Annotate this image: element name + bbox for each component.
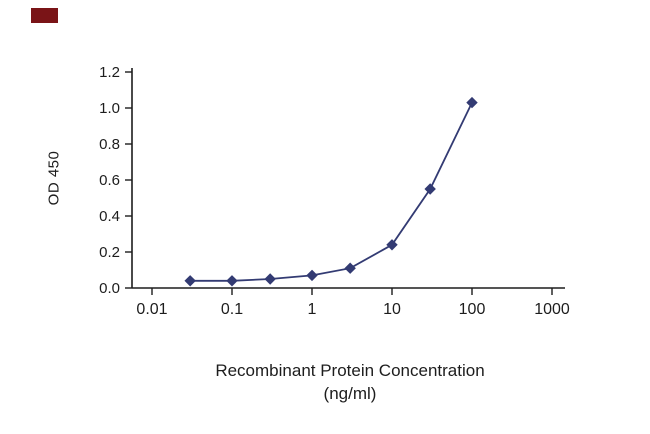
data-point-marker [386,239,398,251]
x-tick-label: 1 [308,301,317,318]
y-tick-label: 1.2 [99,64,120,81]
x-tick-label: 0.01 [136,301,167,318]
y-tick-label: 0.8 [99,136,120,153]
data-point-marker [424,183,436,195]
series-line [190,102,473,282]
data-point-marker [306,269,318,282]
y-tick-label: 0.6 [99,172,120,189]
y-tick-label: 1.0 [99,100,120,117]
x-tick-label: 100 [459,301,486,318]
y-tick-label: 0.4 [99,208,120,225]
data-point-marker [226,275,238,287]
data-point-marker [344,262,356,274]
x-tick-label: 10 [383,301,401,318]
x-tick-label: 1000 [534,301,570,318]
data-point-marker [184,275,196,287]
y-tick-label: 0.0 [99,280,120,297]
x-tick-label: 0.1 [221,301,243,318]
x-axis-title: Recombinant Protein Concentration (ng/ml… [130,360,570,406]
x-axis-title-line1: Recombinant Protein Concentration [215,361,485,380]
x-axis-title-line2: (ng/ml) [323,383,377,403]
data-point-marker [466,96,478,109]
corner-logo-mark [31,8,58,23]
y-tick-label: 0.2 [99,244,120,261]
data-point-marker [264,273,276,285]
